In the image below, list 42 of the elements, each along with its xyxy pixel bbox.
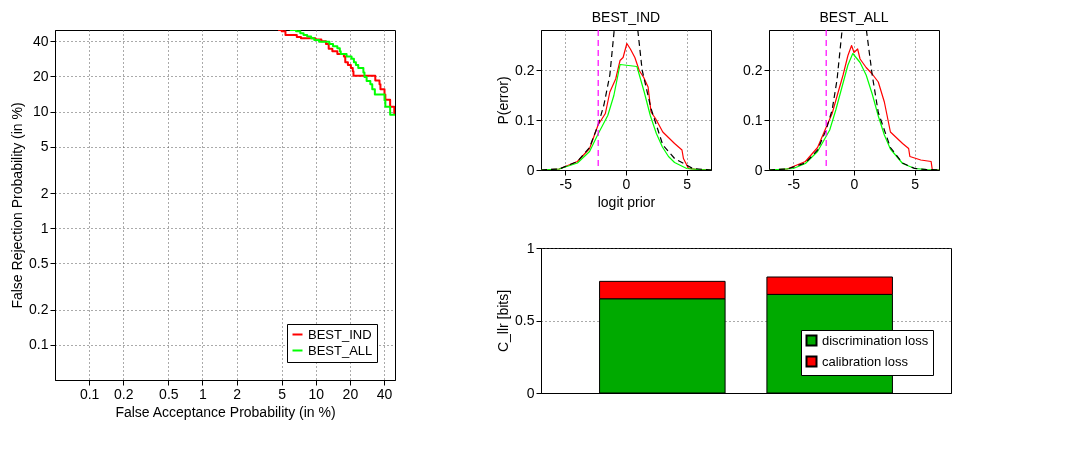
legend-label: calibration loss bbox=[822, 353, 909, 369]
y-tick-label: 20 bbox=[32, 67, 49, 84]
y-tick-label: 0 bbox=[526, 161, 535, 178]
y-axis-title: False Rejection Probability (in %) bbox=[9, 102, 26, 309]
y-tick-label: 0 bbox=[754, 161, 763, 178]
y-tick-label: 0.2 bbox=[743, 61, 763, 78]
y-tick-label: 1 bbox=[526, 239, 535, 256]
legend-label: BEST_IND bbox=[308, 326, 372, 342]
x-tick-label: 0.5 bbox=[159, 385, 179, 402]
x-tick-label: 5 bbox=[911, 175, 920, 192]
y-tick-label: 5 bbox=[40, 138, 49, 155]
x-tick-label: 40 bbox=[376, 385, 393, 402]
y-axis-title: C_llr [bits] bbox=[495, 289, 512, 353]
x-tick-label: 5 bbox=[278, 385, 287, 402]
x-tick-label: -5 bbox=[787, 175, 801, 192]
x-tick-label: 10 bbox=[308, 385, 325, 402]
chart-title: BEST_ALL bbox=[819, 9, 889, 26]
y-tick-label: 40 bbox=[32, 32, 49, 49]
legend-label: BEST_ALL bbox=[308, 342, 373, 358]
y-tick-label: 0.1 bbox=[515, 111, 535, 128]
y-tick-label: 10 bbox=[32, 103, 49, 120]
y-tick-label: 0.5 bbox=[515, 312, 535, 328]
y-axis-title: P(error) bbox=[495, 76, 512, 125]
legend-label: discrimination loss bbox=[822, 332, 929, 348]
y-tick-label: 0.5 bbox=[29, 254, 49, 271]
x-tick-label: 0.1 bbox=[79, 385, 100, 402]
x-axis-title: False Acceptance Probability (in %) bbox=[115, 403, 336, 420]
x-tick-label: 0 bbox=[622, 175, 631, 192]
x-tick-label: 0 bbox=[850, 175, 859, 192]
y-tick-label: 0.2 bbox=[29, 301, 49, 318]
x-tick-label: 0.2 bbox=[114, 385, 134, 402]
y-tick-label: 0.2 bbox=[515, 61, 535, 78]
y-tick-label: 1 bbox=[40, 219, 49, 236]
x-tick-label: 1 bbox=[199, 385, 208, 402]
x-axis-title: logit prior bbox=[597, 193, 656, 210]
y-tick-label: 0.1 bbox=[29, 336, 49, 353]
x-tick-label: 20 bbox=[342, 385, 359, 402]
x-tick-label: 2 bbox=[233, 385, 242, 402]
x-tick-label: 5 bbox=[683, 175, 692, 192]
x-tick-label: -5 bbox=[559, 175, 573, 192]
chart-title: BEST_IND bbox=[591, 9, 661, 26]
y-tick-label: 0.1 bbox=[743, 111, 763, 128]
